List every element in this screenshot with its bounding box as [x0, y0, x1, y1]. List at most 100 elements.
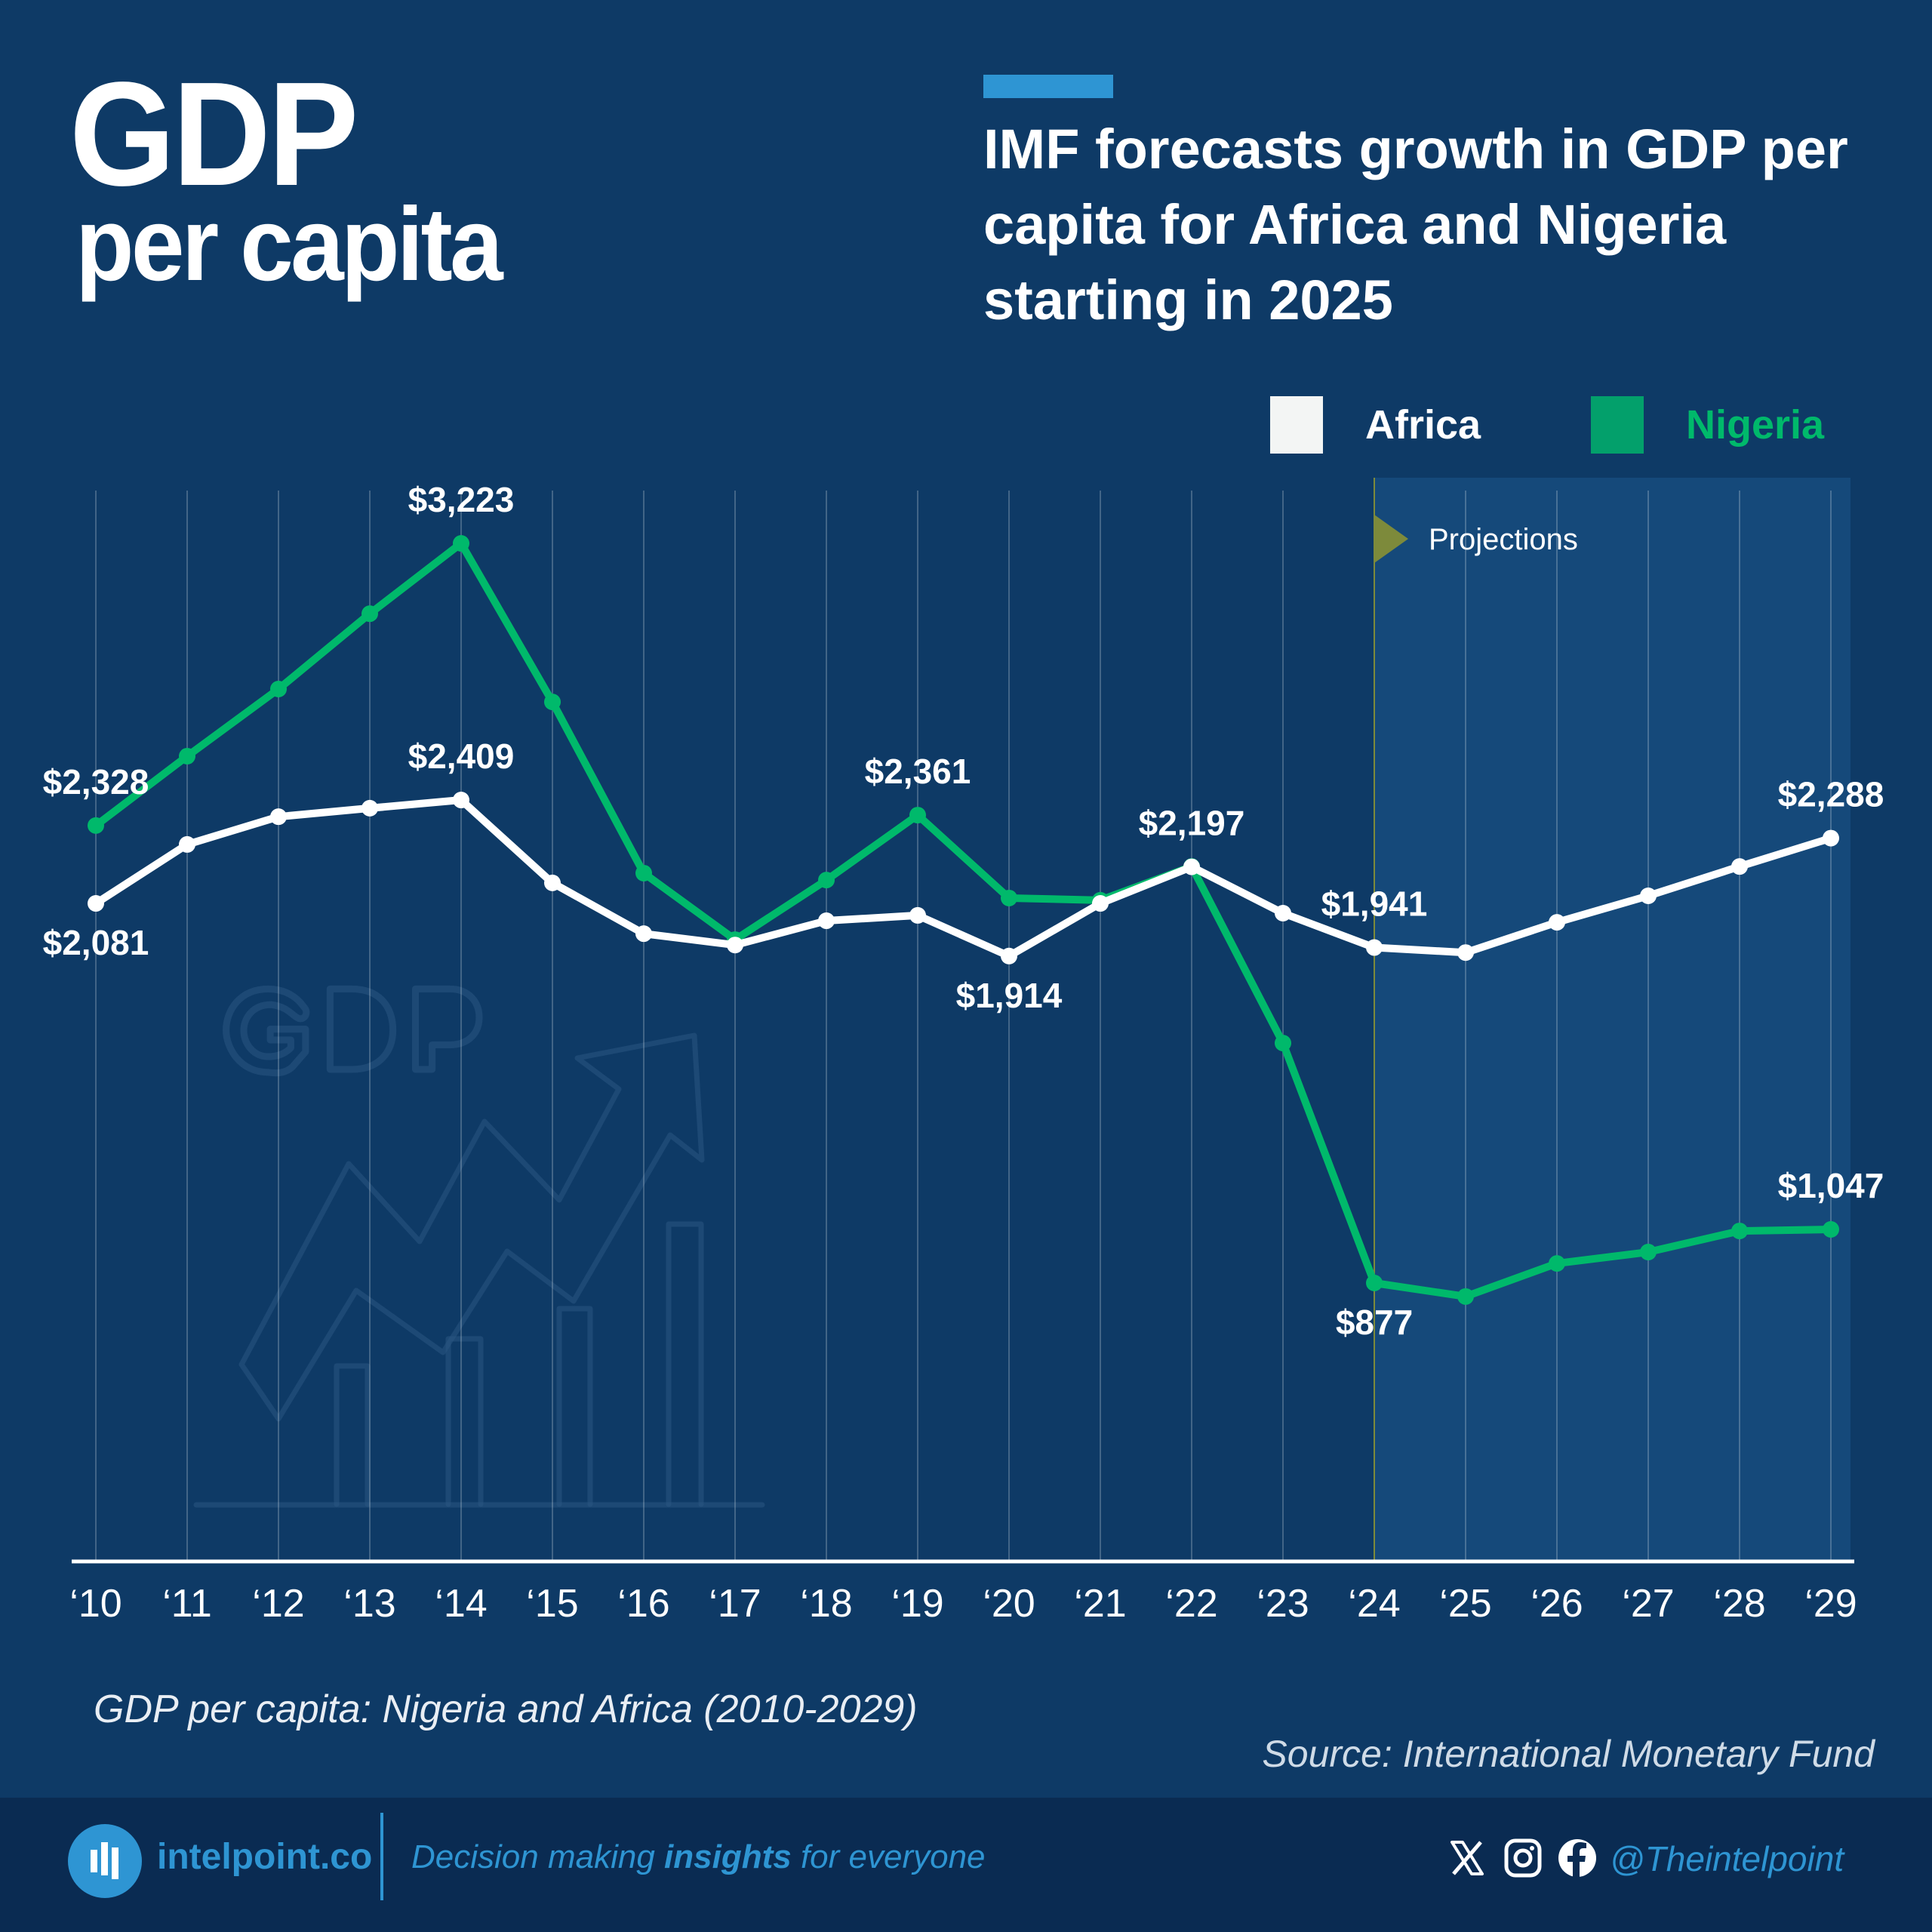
x-tick-label: ‘20: [983, 1582, 1035, 1626]
x-tick-label: ‘27: [1622, 1582, 1674, 1626]
x-tick-label: ‘24: [1348, 1582, 1400, 1626]
page-subtitle: per capita: [75, 186, 503, 303]
nigeria-point: [1457, 1287, 1474, 1305]
nigeria-point: [1366, 1275, 1383, 1291]
line-chart: Projections $2,081 $2,409 $1,914 $2,197 $1,9…: [43, 478, 1884, 1626]
legend-swatch-nigeria: [1591, 396, 1644, 454]
africa-point: [179, 835, 195, 853]
nigeria-point: [544, 694, 561, 711]
x-tick-label: ‘16: [617, 1582, 669, 1626]
x-tick-label: ‘17: [709, 1582, 761, 1626]
instagram-icon[interactable]: [1503, 1836, 1543, 1880]
gdp-watermark-icon: [193, 985, 765, 1508]
nigeria-point: [909, 807, 926, 824]
nigeria-point: [1549, 1255, 1565, 1272]
nigeria-data-label: $2,361: [865, 752, 971, 791]
africa-point: [88, 895, 104, 912]
brand-link[interactable]: intelpoint.co: [157, 1837, 373, 1877]
x-tick-label: ‘26: [1531, 1582, 1583, 1626]
nigeria-point: [453, 535, 469, 552]
legend-label-nigeria: Nigeria: [1686, 402, 1825, 448]
africa-data-label: $2,197: [1139, 804, 1245, 843]
nigeria-point: [1823, 1220, 1839, 1238]
intelpoint-logo-icon[interactable]: [68, 1824, 142, 1898]
series-africa: [88, 792, 1839, 964]
tagline-pre: Decision making: [411, 1838, 665, 1875]
x-icon[interactable]: [1449, 1836, 1485, 1880]
social-handle[interactable]: @Theintelpoint: [1610, 1839, 1844, 1878]
africa-point: [1183, 858, 1200, 875]
nigeria-point: [635, 864, 652, 881]
africa-line: [94, 796, 1832, 960]
africa-point: [544, 874, 561, 891]
africa-point: [1823, 829, 1839, 847]
africa-point: [727, 937, 743, 954]
nigeria-point: [361, 605, 378, 623]
x-tick-label: ‘22: [1165, 1582, 1217, 1626]
x-tick-label: ‘29: [1804, 1582, 1857, 1626]
africa-data-label: $1,941: [1321, 884, 1428, 924]
africa-point: [1366, 939, 1383, 956]
facebook-icon[interactable]: [1557, 1836, 1598, 1880]
africa-point: [1457, 944, 1474, 961]
legend-label-africa: Africa: [1365, 402, 1481, 448]
x-tick-label: ‘13: [343, 1582, 395, 1626]
tagline-post: for everyone: [791, 1838, 986, 1875]
legend-item-nigeria: Nigeria: [1591, 396, 1824, 454]
africa-point: [1092, 895, 1109, 912]
nigeria-point: [818, 872, 835, 889]
africa-data-label: $1,914: [956, 976, 1063, 1015]
x-tick-label: ‘21: [1074, 1582, 1126, 1626]
nigeria-point: [1640, 1244, 1657, 1261]
x-tick-label: ‘28: [1713, 1582, 1765, 1626]
projection-marker-icon: [1374, 515, 1408, 563]
africa-point: [1731, 858, 1748, 875]
logo-bar: [112, 1847, 118, 1879]
africa-point: [1549, 914, 1565, 931]
africa-point: [270, 808, 287, 826]
x-tick-label: ‘12: [252, 1582, 304, 1626]
projection-label: Projections: [1429, 523, 1578, 556]
logo-bar: [91, 1850, 97, 1872]
x-tick-label: ‘23: [1257, 1582, 1309, 1626]
africa-point: [453, 792, 469, 809]
nigeria-line: [93, 540, 1832, 1300]
africa-data-label: $2,288: [1778, 775, 1884, 814]
africa-point: [1001, 947, 1017, 964]
nigeria-data-label: $2,328: [43, 762, 149, 801]
tagline-bold: insights: [664, 1838, 792, 1875]
legend-swatch-africa: [1270, 396, 1323, 454]
headline: IMF forecasts growth in GDP per capita f…: [983, 118, 1848, 331]
source-note: Source: International Monetary Fund: [1262, 1733, 1875, 1775]
africa-point: [909, 906, 926, 924]
accent-bar: [983, 75, 1113, 98]
tagline: Decision making insights for everyone: [411, 1838, 986, 1876]
nigeria-point: [270, 680, 287, 697]
logo-bar: [101, 1842, 108, 1875]
x-tick-label: ‘14: [435, 1582, 487, 1626]
africa-point: [1640, 888, 1657, 905]
nigeria-data-label: $1,047: [1778, 1166, 1884, 1205]
legend-item-africa: Africa: [1270, 396, 1481, 454]
footer-divider: [380, 1813, 383, 1900]
x-tick-label: ‘19: [891, 1582, 943, 1626]
nigeria-point: [1275, 1035, 1291, 1052]
africa-point: [635, 925, 652, 943]
x-tick-label: ‘11: [162, 1582, 212, 1626]
footer: [0, 1798, 1932, 1932]
x-tick-label: ‘18: [800, 1582, 852, 1626]
nigeria-point: [1001, 889, 1017, 906]
nigeria-point: [179, 747, 195, 764]
nigeria-data-label: $3,223: [408, 480, 515, 519]
nigeria-point: [88, 817, 104, 834]
projection-band: [1374, 478, 1850, 1561]
africa-point: [1275, 905, 1291, 921]
nigeria-data-label: $877: [1336, 1303, 1413, 1342]
africa-point: [361, 799, 378, 817]
x-tick-label: ‘10: [69, 1582, 122, 1626]
africa-point: [818, 912, 835, 930]
x-tick-label: ‘15: [526, 1582, 578, 1626]
nigeria-point: [1731, 1223, 1748, 1240]
africa-data-label: $2,409: [408, 737, 515, 776]
page-title: GDP: [69, 51, 358, 217]
